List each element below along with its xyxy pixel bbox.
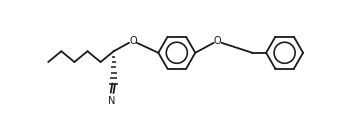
- Text: N: N: [109, 96, 116, 106]
- Text: O: O: [129, 36, 137, 46]
- Text: O: O: [214, 36, 221, 46]
